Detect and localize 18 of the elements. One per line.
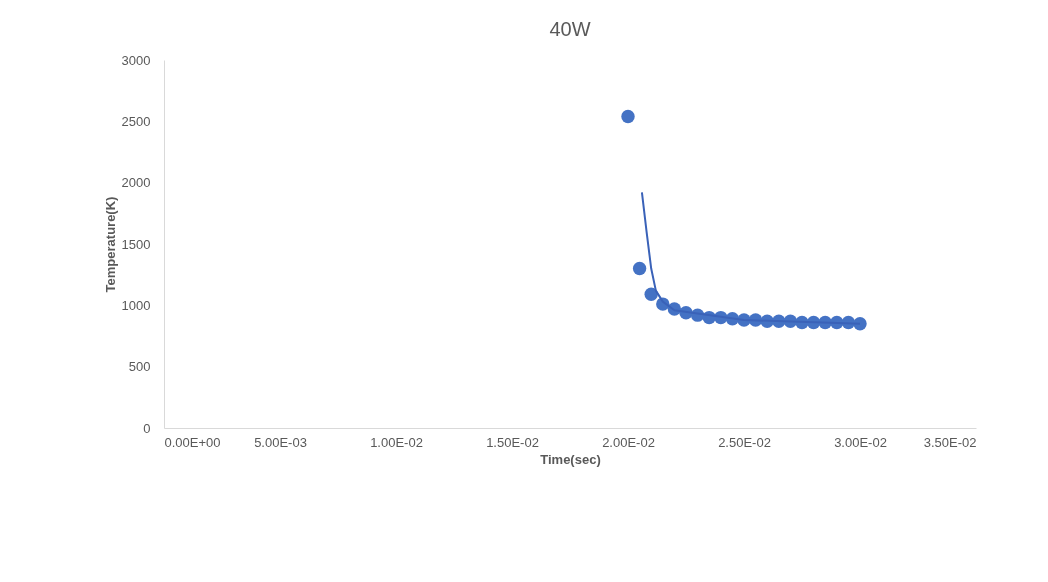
x-tick-label: 3.50E-02	[923, 434, 977, 450]
y-tick-label: 1000	[121, 297, 151, 313]
y-axis-title: Temperature(K)	[102, 196, 118, 293]
x-tick-label: 0.00E+00	[164, 434, 221, 450]
chart-title: 40W	[549, 18, 591, 40]
x-tick-label: 2.00E-02	[602, 434, 655, 450]
x-tick-label: 5.00E-03	[254, 434, 307, 450]
x-tick-label: 2.50E-02	[718, 434, 771, 450]
x-tick-label: 1.00E-02	[370, 434, 423, 450]
y-tick-label: 1500	[121, 236, 151, 252]
x-tick-label: 1.50E-02	[486, 434, 539, 450]
y-tick-label: 500	[128, 359, 151, 375]
x-tick-label: 3.00E-02	[834, 434, 887, 450]
y-tick-label: 0	[143, 420, 151, 436]
y-tick-label: 2500	[121, 113, 151, 129]
x-axis-title: Time(sec)	[540, 451, 601, 467]
y-tick-label: 2000	[121, 175, 151, 191]
y-tick-label: 3000	[121, 52, 151, 68]
